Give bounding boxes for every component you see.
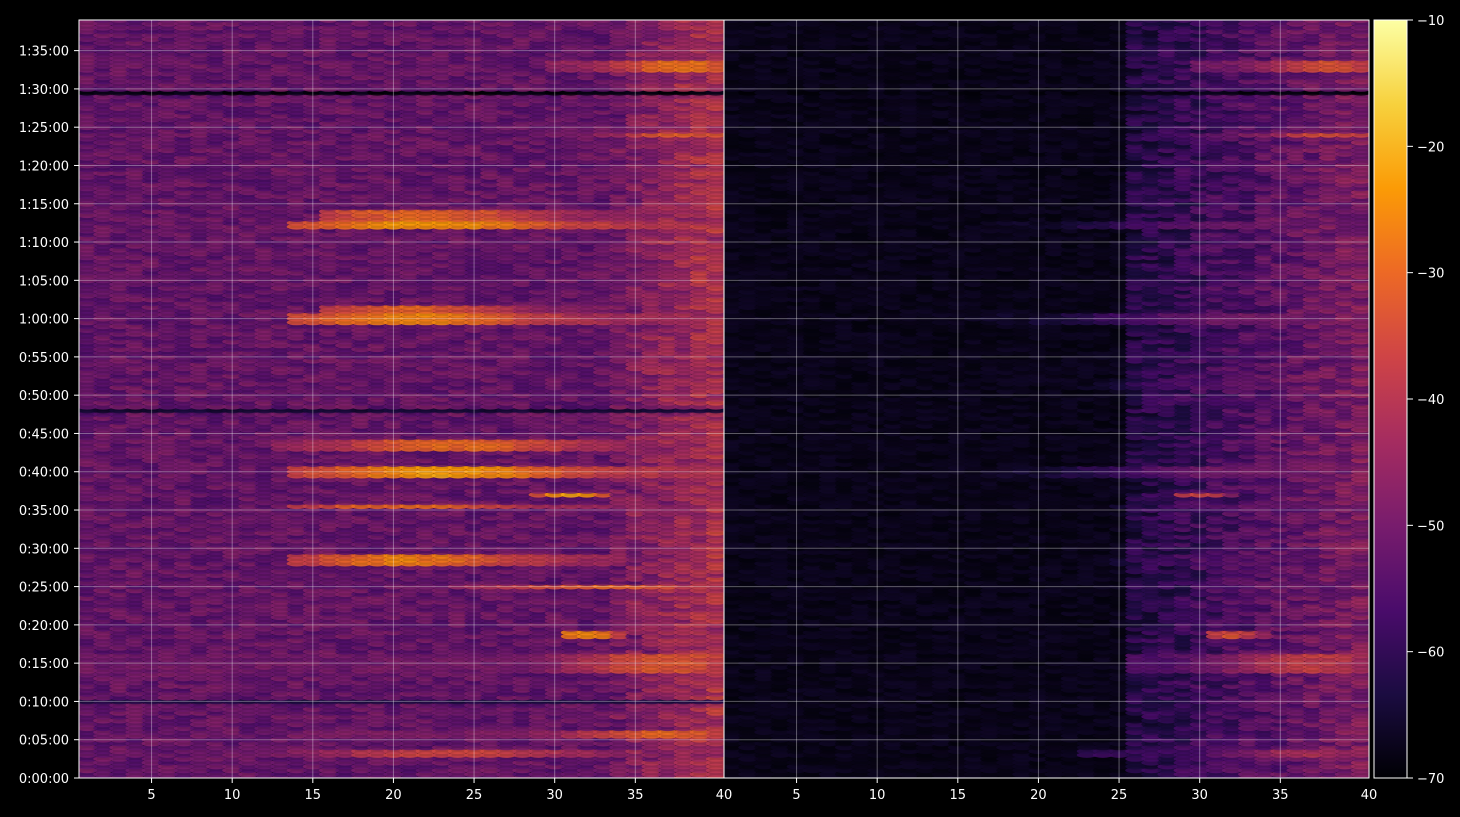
heatmap-panel-left (78, 19, 725, 779)
heatmap-cells-left (79, 20, 724, 778)
